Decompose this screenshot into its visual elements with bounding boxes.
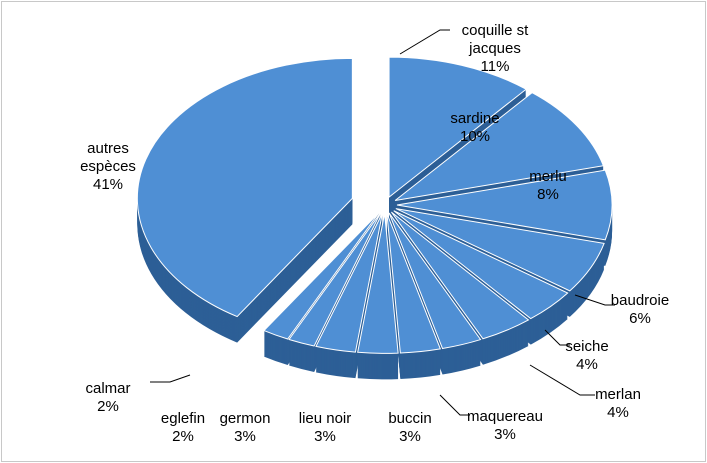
leader-line	[399, 29, 450, 55]
leader-line	[150, 374, 191, 383]
data-label: coquille st jacques 11%	[440, 22, 550, 76]
data-label: germon 3%	[190, 410, 300, 446]
value-label: 2%	[172, 428, 194, 445]
leader-line	[574, 294, 615, 306]
leader-line	[439, 394, 470, 416]
value-label: 4%	[607, 404, 629, 421]
slice	[315, 212, 383, 353]
data-label: buccin 3%	[355, 410, 465, 446]
data-label: lieu noir 3%	[270, 410, 380, 446]
data-label: maquereau 3%	[450, 408, 560, 444]
data-label: merlu 8%	[493, 168, 603, 204]
pie	[136, 56, 613, 380]
slice	[391, 211, 530, 340]
data-label: sardine 10%	[420, 110, 530, 146]
data-label: seiche 4%	[532, 338, 642, 374]
slice	[136, 57, 353, 318]
category-label: seiche	[565, 338, 609, 355]
category-label: merlu	[529, 168, 567, 185]
value-label: 3%	[399, 428, 421, 445]
value-label: 3%	[314, 428, 336, 445]
slice	[263, 212, 380, 340]
value-label: 3%	[494, 426, 516, 443]
value-label: 3%	[234, 428, 256, 445]
slice	[395, 208, 605, 292]
data-label: autres espèces 41%	[53, 140, 163, 194]
data-label: eglefin 2%	[128, 410, 238, 446]
slice	[386, 213, 442, 354]
category-label: calmar	[85, 380, 131, 397]
category-label: merlan	[595, 386, 641, 403]
slice	[388, 212, 482, 350]
category-label: baudroie	[610, 292, 670, 309]
category-label: eglefin	[160, 410, 206, 427]
data-label: baudroie 6%	[585, 292, 695, 328]
value-label: 41%	[92, 176, 124, 193]
category-label: sardine	[450, 110, 500, 127]
value-label: 2%	[97, 398, 119, 415]
category-label: buccin	[388, 410, 432, 427]
slice	[388, 56, 528, 199]
category-label: lieu noir	[298, 410, 352, 427]
category-label: maquereau	[467, 408, 543, 425]
slice	[393, 210, 569, 320]
data-label: calmar 2%	[53, 380, 163, 416]
value-label: 6%	[629, 310, 651, 327]
data-label: merlan 4%	[563, 386, 673, 422]
slice	[394, 92, 605, 201]
slice	[288, 212, 382, 347]
slice	[396, 169, 613, 241]
category-label: germon	[219, 410, 271, 427]
value-label: 4%	[576, 356, 598, 373]
leader-line	[544, 329, 570, 346]
slice	[357, 213, 399, 354]
category-label: coquille st jacques	[461, 22, 529, 57]
value-label: 11%	[480, 58, 510, 75]
value-label: 10%	[459, 128, 491, 145]
leader-line	[529, 364, 595, 396]
category-label: autres espèces	[80, 140, 136, 175]
value-label: 8%	[537, 186, 559, 203]
